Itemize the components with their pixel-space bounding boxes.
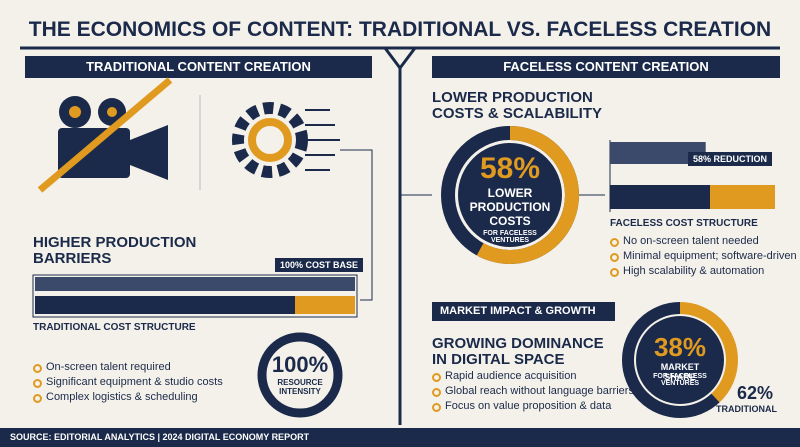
donut-caption: MARKET SHARE <box>660 362 700 382</box>
bar-base <box>35 296 295 314</box>
bullet: Rapid audience acquisition <box>432 369 634 384</box>
bullet: No on-screen talent needed <box>610 234 797 249</box>
bar-label: 100% COST BASE <box>275 258 364 272</box>
reduction-bar <box>610 142 706 164</box>
bullet: Global reach without language barriers <box>432 384 634 399</box>
bullet: Focus on value proposition & data <box>432 399 634 414</box>
divider <box>383 47 417 425</box>
bullet-list: On-screen talent required Significant equ… <box>33 360 223 405</box>
bullet: High scalability & automation <box>610 264 797 279</box>
donut-caption: LOWER PRODUCTION COSTS <box>469 186 551 228</box>
section-header: MARKET IMPACT & GROWTH <box>440 305 596 317</box>
bar-label: 58% REDUCTION <box>688 152 773 166</box>
donut-arc <box>622 302 738 418</box>
donut-subcaption: FOR FACELESS VENTURES <box>483 230 537 244</box>
header-bar <box>432 56 780 78</box>
bullet: Complex logistics & scheduling <box>33 390 223 405</box>
bullet-list: Rapid audience acquisition Global reach w… <box>432 369 634 414</box>
donut-label: 100% <box>271 352 329 377</box>
header-bar <box>25 56 372 78</box>
camera-icon <box>37 77 173 193</box>
bullet: Significant equipment & studio costs <box>33 375 223 390</box>
bar-base <box>610 185 710 209</box>
bullet: On-screen talent required <box>33 360 223 375</box>
bullet: Minimal equipment; software-driven <box>610 249 797 264</box>
structure-label: TRADITIONAL COST STRUCTURE <box>33 322 196 333</box>
footer: SOURCE: EDITORIAL ANALYTICS | 2024 DIGIT… <box>10 432 310 442</box>
donut-arc <box>257 332 343 418</box>
donut-label: 58% <box>479 152 541 185</box>
donut-center <box>636 316 724 404</box>
structure-label: FACELESS COST STRUCTURE <box>610 218 758 229</box>
other-caption: TRADITIONAL <box>716 404 777 414</box>
heading: LOWER PRODUCTION COSTS & SCALABILITY <box>432 89 603 122</box>
section-header: FACELESS CONTENT CREATION <box>503 59 709 74</box>
bullet-list: No on-screen talent needed Minimal equipm… <box>610 234 797 279</box>
heading: HIGHER PRODUCTION BARRIERS <box>33 234 197 267</box>
donut-caption: RESOURCE INTENSITY <box>277 378 323 396</box>
donut-center <box>458 143 562 247</box>
section-header: TRADITIONAL CONTENT CREATION <box>86 59 311 74</box>
other-label: 62% <box>737 383 774 403</box>
header-bar <box>432 302 615 321</box>
donut-center <box>267 342 333 408</box>
title: THE ECONOMICS OF CONTENT: TRADITIONAL VS… <box>28 18 772 41</box>
heading: GROWING DOMINANCE IN DIGITAL SPACE <box>432 335 604 368</box>
footer-bar <box>0 428 800 447</box>
gear-icon <box>232 102 340 178</box>
donut-arc <box>441 126 579 264</box>
donut-subcaption: FOR FACELESS VENTURES <box>653 373 707 387</box>
connector <box>340 149 373 301</box>
donut-label: 38% <box>653 332 707 362</box>
bar-frame <box>32 274 358 318</box>
cost-bar <box>35 277 355 291</box>
